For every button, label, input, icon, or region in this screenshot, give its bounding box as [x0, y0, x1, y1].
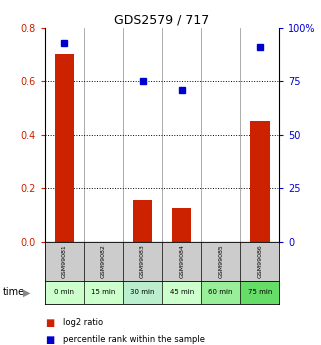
Bar — [201, 281, 240, 304]
Text: 0 min: 0 min — [55, 289, 74, 295]
Text: 60 min: 60 min — [208, 289, 233, 295]
Text: 30 min: 30 min — [130, 289, 155, 295]
Text: 75 min: 75 min — [247, 289, 272, 295]
Bar — [45, 281, 84, 304]
Text: percentile rank within the sample: percentile rank within the sample — [63, 335, 204, 344]
Text: time: time — [3, 287, 25, 297]
Text: ■: ■ — [45, 335, 54, 345]
Text: 45 min: 45 min — [169, 289, 194, 295]
Text: GSM99085: GSM99085 — [218, 245, 223, 278]
Bar — [162, 281, 201, 304]
Title: GDS2579 / 717: GDS2579 / 717 — [115, 13, 210, 27]
Text: GSM99083: GSM99083 — [140, 244, 145, 278]
Text: ▶: ▶ — [23, 287, 31, 297]
Bar — [133, 200, 152, 242]
Text: GSM99086: GSM99086 — [257, 245, 262, 278]
Bar — [55, 54, 74, 241]
Text: GSM99082: GSM99082 — [101, 244, 106, 278]
Text: GSM99081: GSM99081 — [62, 245, 67, 278]
Bar — [84, 281, 123, 304]
Text: ■: ■ — [45, 318, 54, 327]
Bar — [250, 121, 270, 242]
Bar — [240, 281, 279, 304]
Bar — [172, 208, 191, 242]
Text: log2 ratio: log2 ratio — [63, 318, 103, 327]
Bar — [123, 281, 162, 304]
Text: GSM99084: GSM99084 — [179, 244, 184, 278]
Text: 15 min: 15 min — [91, 289, 116, 295]
